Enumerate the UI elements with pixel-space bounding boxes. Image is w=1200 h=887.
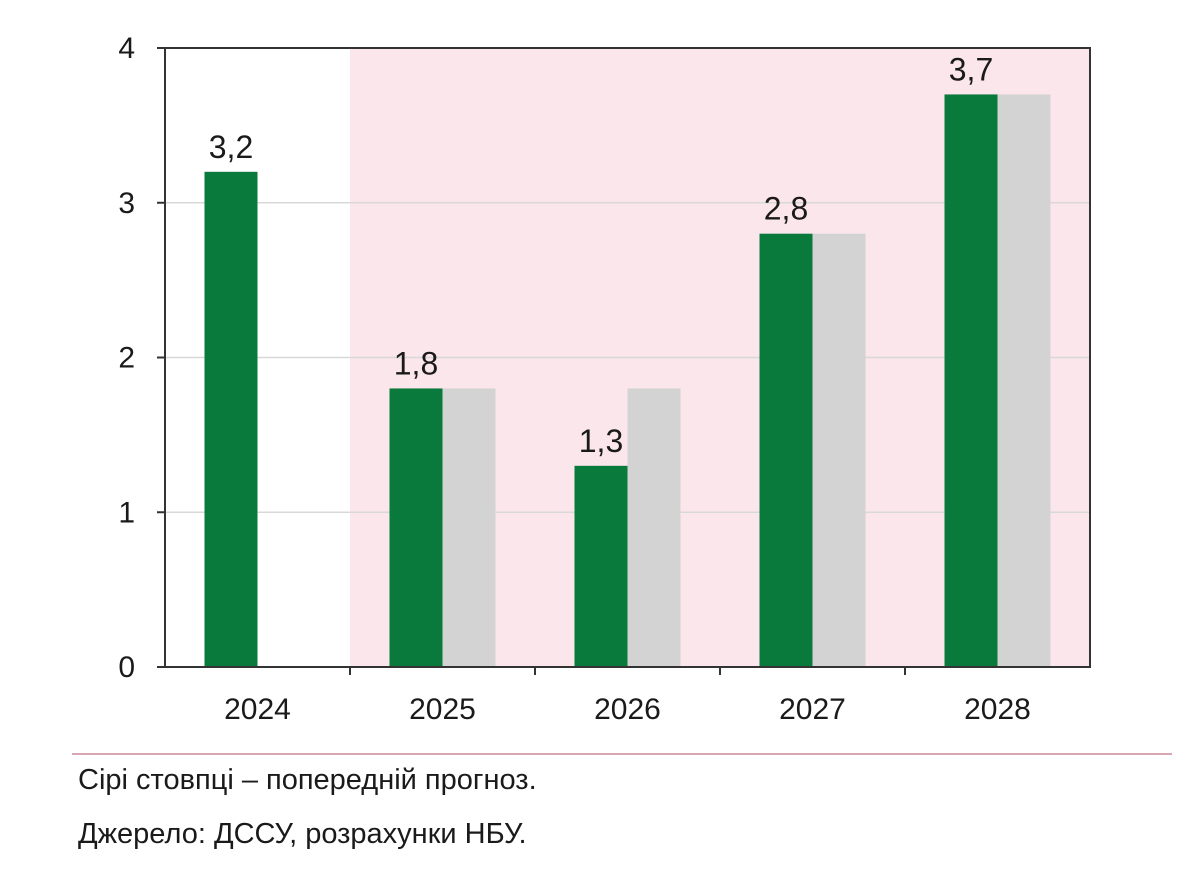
data-label: 1,8: [394, 345, 438, 381]
bar-previous-forecast: [812, 233, 866, 667]
y-tick-label: 0: [118, 651, 135, 684]
notes-divider: [72, 753, 1172, 755]
x-tick-label: 2025: [409, 693, 476, 726]
bars: [204, 94, 1051, 668]
data-label: 3,2: [209, 129, 253, 165]
source-note: Джерело: ДССУ, розрахунки НБУ.: [78, 818, 527, 850]
x-tick-label: 2028: [964, 693, 1031, 726]
x-tick-label: 2026: [594, 693, 661, 726]
bar-previous-forecast: [442, 388, 496, 667]
data-label: 3,7: [949, 51, 993, 87]
bar-actual: [574, 465, 628, 667]
data-label: 2,8: [764, 191, 808, 227]
bar-previous-forecast: [997, 94, 1051, 668]
bar-actual: [759, 233, 813, 667]
data-label: 1,3: [579, 423, 623, 459]
bar-actual: [389, 388, 443, 667]
axes: 0 1 2 3 4 2024 2025 2026 2027 2028: [118, 32, 1091, 726]
bar-actual: [204, 171, 258, 668]
data-labels: 3,2 1,8 1,3 2,8 3,7: [209, 51, 993, 458]
y-tick-label: 3: [118, 187, 135, 220]
y-tick-label: 2: [118, 342, 135, 375]
y-tick-label: 1: [118, 496, 135, 529]
y-tick-label: 4: [118, 32, 135, 65]
x-tick-label: 2027: [779, 693, 846, 726]
bar-actual: [944, 94, 998, 668]
bar-previous-forecast: [627, 388, 681, 667]
x-tick-label: 2024: [224, 693, 291, 726]
chart-note: Сірі стовпці – попередній прогноз.: [78, 764, 537, 796]
plot-border: [164, 47, 1091, 668]
